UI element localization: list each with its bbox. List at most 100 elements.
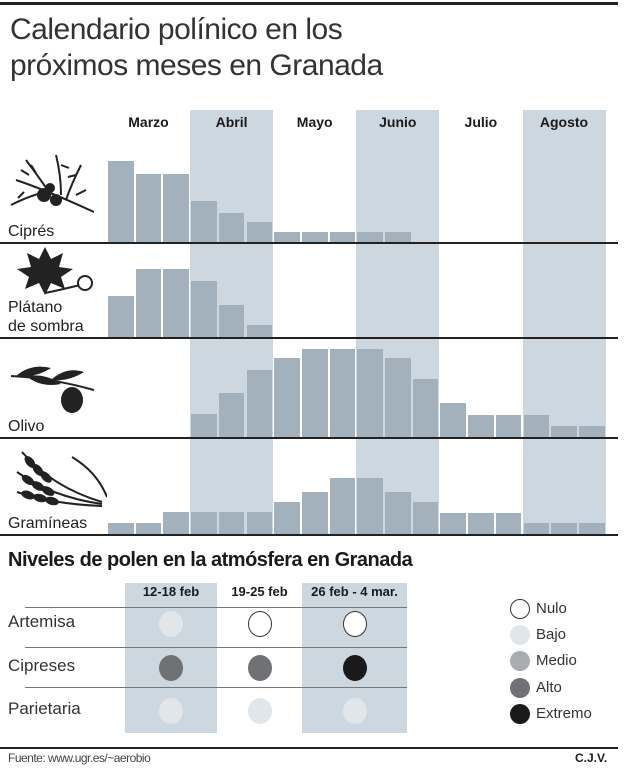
legend-label: Medio bbox=[536, 652, 577, 670]
legend-dot-alto bbox=[510, 677, 530, 698]
level-dot-bajo bbox=[342, 698, 367, 724]
level-dot-nulo bbox=[342, 611, 367, 637]
bar-3-3 bbox=[191, 512, 217, 534]
column-header: 19-25 feb bbox=[231, 584, 288, 599]
bar-0-5 bbox=[246, 222, 273, 242]
bar-2-14 bbox=[495, 415, 522, 437]
bar-1-4 bbox=[218, 305, 245, 337]
level-dot-bajo bbox=[247, 698, 272, 724]
level-dot-extremo bbox=[342, 655, 367, 681]
row-label: Parietaria bbox=[8, 699, 81, 718]
bar-3-13 bbox=[468, 513, 494, 534]
series-label: Ciprés bbox=[8, 223, 55, 240]
bar-2-12 bbox=[440, 403, 467, 437]
bar-3-17 bbox=[578, 523, 605, 534]
levels-title: Niveles de polen en la atmósfera en Gran… bbox=[8, 549, 413, 571]
bar-0-6 bbox=[274, 232, 300, 242]
bar-3-4 bbox=[218, 512, 245, 534]
row-divider bbox=[25, 687, 407, 688]
bar-2-11 bbox=[412, 379, 439, 437]
bar-1-2 bbox=[163, 269, 190, 337]
bar-0-9 bbox=[357, 232, 383, 242]
cypress-branch-icon bbox=[10, 154, 95, 213]
bar-0-4 bbox=[218, 213, 245, 242]
bar-0-0 bbox=[108, 161, 134, 242]
series-label: Olivo bbox=[8, 418, 45, 435]
row-divider bbox=[25, 607, 407, 608]
bar-3-2 bbox=[163, 512, 190, 534]
bar-1-1 bbox=[135, 269, 162, 337]
series-label: de sombra bbox=[8, 318, 84, 335]
bar-3-0 bbox=[108, 523, 134, 534]
level-dot-nulo bbox=[247, 611, 272, 637]
bar-2-6 bbox=[274, 358, 300, 437]
bar-3-7 bbox=[301, 492, 328, 534]
bar-3-16 bbox=[551, 523, 577, 534]
bar-2-5 bbox=[246, 370, 273, 437]
bar-3-11 bbox=[412, 502, 439, 534]
bar-1-5 bbox=[246, 325, 273, 337]
bar-3-1 bbox=[135, 523, 162, 534]
bar-2-8 bbox=[329, 349, 356, 437]
bar-3-8 bbox=[329, 478, 356, 534]
title-line-1: Calendario polínico en los bbox=[10, 13, 343, 46]
bar-2-17 bbox=[578, 426, 605, 437]
row-divider bbox=[25, 647, 407, 648]
legend-dot-nulo bbox=[510, 599, 530, 619]
legend-dot-bajo bbox=[510, 625, 530, 646]
plane-tree-leaf-icon bbox=[17, 247, 93, 295]
row-baseline bbox=[0, 534, 618, 536]
row-label: Artemisa bbox=[8, 612, 76, 631]
bar-0-3 bbox=[191, 201, 217, 242]
bar-3-10 bbox=[385, 492, 411, 534]
wheat-icon bbox=[16, 451, 107, 507]
bar-0-10 bbox=[385, 232, 411, 242]
bar-3-6 bbox=[274, 502, 300, 534]
bar-2-9 bbox=[357, 349, 383, 437]
bar-0-8 bbox=[329, 232, 356, 242]
level-dot-bajo bbox=[159, 698, 183, 724]
bar-0-7 bbox=[301, 232, 328, 242]
month-label: Mayo bbox=[296, 114, 333, 130]
level-dot-bajo bbox=[159, 611, 183, 637]
olive-icon bbox=[10, 366, 95, 413]
column-header: 26 feb - 4 mar. bbox=[311, 584, 398, 599]
month-band-junio bbox=[356, 110, 440, 535]
month-band-agosto bbox=[522, 110, 606, 535]
bar-2-7 bbox=[301, 349, 328, 437]
bar-3-9 bbox=[357, 478, 383, 534]
series-label: Plátano bbox=[8, 299, 63, 316]
bar-0-2 bbox=[163, 174, 190, 242]
legend-label: Nulo bbox=[536, 600, 567, 617]
title-line-2: próximos meses en Granada bbox=[10, 49, 383, 82]
month-label: Junio bbox=[379, 114, 417, 130]
bar-3-14 bbox=[495, 513, 522, 534]
month-label: Julio bbox=[464, 114, 498, 130]
row-label: Cipreses bbox=[8, 656, 76, 675]
bar-0-1 bbox=[135, 174, 162, 242]
bar-1-3 bbox=[191, 281, 217, 337]
column-header: 12-18 feb bbox=[142, 584, 200, 599]
bar-3-15 bbox=[523, 523, 550, 534]
level-dot-alto bbox=[247, 655, 272, 681]
month-label: Marzo bbox=[128, 114, 169, 130]
legend-label: Alto bbox=[536, 678, 562, 696]
month-label: Abril bbox=[215, 114, 248, 130]
bar-2-3 bbox=[191, 414, 217, 437]
bar-2-16 bbox=[551, 426, 577, 437]
bar-2-13 bbox=[468, 415, 494, 437]
row-baseline bbox=[0, 337, 618, 339]
row-baseline bbox=[0, 242, 618, 244]
level-dot-alto bbox=[159, 655, 183, 681]
credit-text: C.J.V. bbox=[575, 751, 608, 765]
bar-2-15 bbox=[523, 415, 550, 437]
chart-title: Calendario polínico en los próximos mese… bbox=[10, 12, 383, 84]
bar-3-5 bbox=[246, 512, 273, 534]
bar-3-12 bbox=[440, 513, 467, 534]
month-label: Agosto bbox=[539, 114, 589, 130]
top-rule bbox=[0, 2, 618, 5]
series-label: Gramíneas bbox=[8, 515, 88, 532]
legend-label: Bajo bbox=[536, 626, 567, 644]
bar-1-0 bbox=[108, 296, 134, 337]
source-text: Fuente: www.ugr.es/~aerobio bbox=[8, 751, 151, 765]
